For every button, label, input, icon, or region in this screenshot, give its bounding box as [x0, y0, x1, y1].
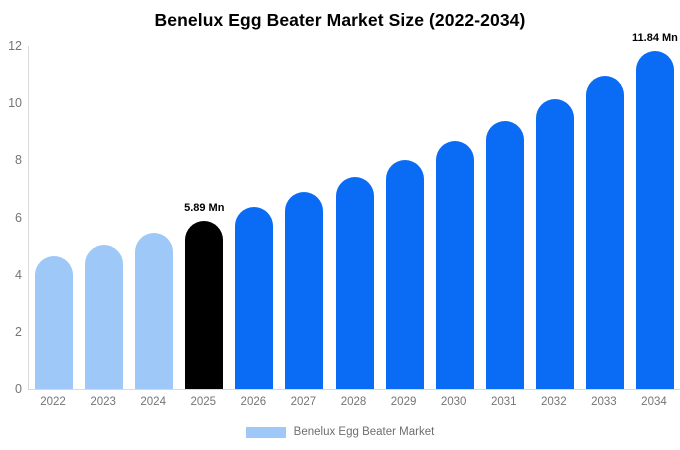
y-tick-label: 0: [15, 382, 22, 396]
x-axis-labels: 2022 2023 2024 2025 2026 2027 2028 2029 2030 2031…: [28, 396, 679, 408]
y-tick-label: 12: [8, 39, 22, 53]
y-axis: 0 2 4 6 8 10 12: [0, 0, 22, 450]
legend: Benelux Egg Beater Market: [0, 426, 680, 438]
bar-2022: [35, 255, 74, 389]
y-tick-label: 4: [15, 267, 22, 282]
x-tick-label: 2032: [541, 396, 567, 408]
bar-slot: 5.89 Mn: [179, 46, 229, 389]
x-tick-label: 2034: [641, 396, 667, 408]
plot-area: 5.89 Mn 11.84 Mn: [28, 32, 680, 390]
x-tick-label: 2027: [290, 396, 317, 408]
bar-2028: [335, 176, 374, 389]
x-tick-label: 2024: [140, 396, 166, 408]
chart-title: Benelux Egg Beater Market Size (2022-203…: [154, 10, 526, 30]
bar-2023: [85, 244, 124, 389]
legend-label: Benelux Egg Beater Market: [293, 426, 435, 438]
bars-container: 5.89 Mn 11.84 Mn: [29, 32, 680, 389]
bar-2031: [485, 120, 524, 389]
bar-slot: [29, 46, 79, 389]
bar-slot: [79, 46, 129, 389]
bar-slot: [430, 46, 480, 389]
bar-2026: [235, 206, 274, 389]
bar-2027: [285, 192, 324, 389]
x-tick-label: 2028: [340, 396, 367, 408]
bar-slot: [129, 46, 179, 389]
x-tick-label: 2022: [40, 396, 66, 408]
x-tick-label: 2023: [90, 396, 116, 408]
y-tick-label: 10: [8, 96, 22, 111]
bar-slot: [380, 46, 430, 389]
bar-slot: [329, 46, 379, 389]
bar-slot: 11.84 Mn: [630, 32, 680, 389]
bar-2025: [185, 220, 224, 389]
bar-slot: [229, 46, 279, 389]
bar-2029: [385, 159, 424, 389]
y-tick-label: 6: [15, 210, 22, 225]
bar-value-label: 11.84 Mn: [632, 31, 678, 44]
bar-value-label: 5.89 Mn: [184, 201, 225, 214]
bar-2032: [535, 99, 574, 389]
bar-slot: [580, 46, 630, 389]
x-tick-label: 2026: [240, 396, 267, 408]
bar-2033: [585, 76, 624, 389]
x-tick-label: 2031: [490, 396, 517, 408]
bar-slot: [480, 46, 530, 389]
x-tick-label: 2025: [190, 396, 217, 408]
x-tick-label: 2030: [440, 396, 467, 408]
y-tick-label: 8: [15, 153, 22, 168]
bar-2034: [635, 50, 674, 389]
x-tick-label: 2029: [390, 396, 417, 408]
bar-2030: [435, 140, 474, 389]
y-tick-label: 2: [15, 324, 22, 339]
bar-slot: [530, 46, 580, 389]
bar-slot: [279, 46, 329, 389]
x-tick-label: 2033: [591, 396, 617, 408]
legend-swatch-icon: [245, 426, 286, 438]
bar-2024: [135, 233, 174, 389]
